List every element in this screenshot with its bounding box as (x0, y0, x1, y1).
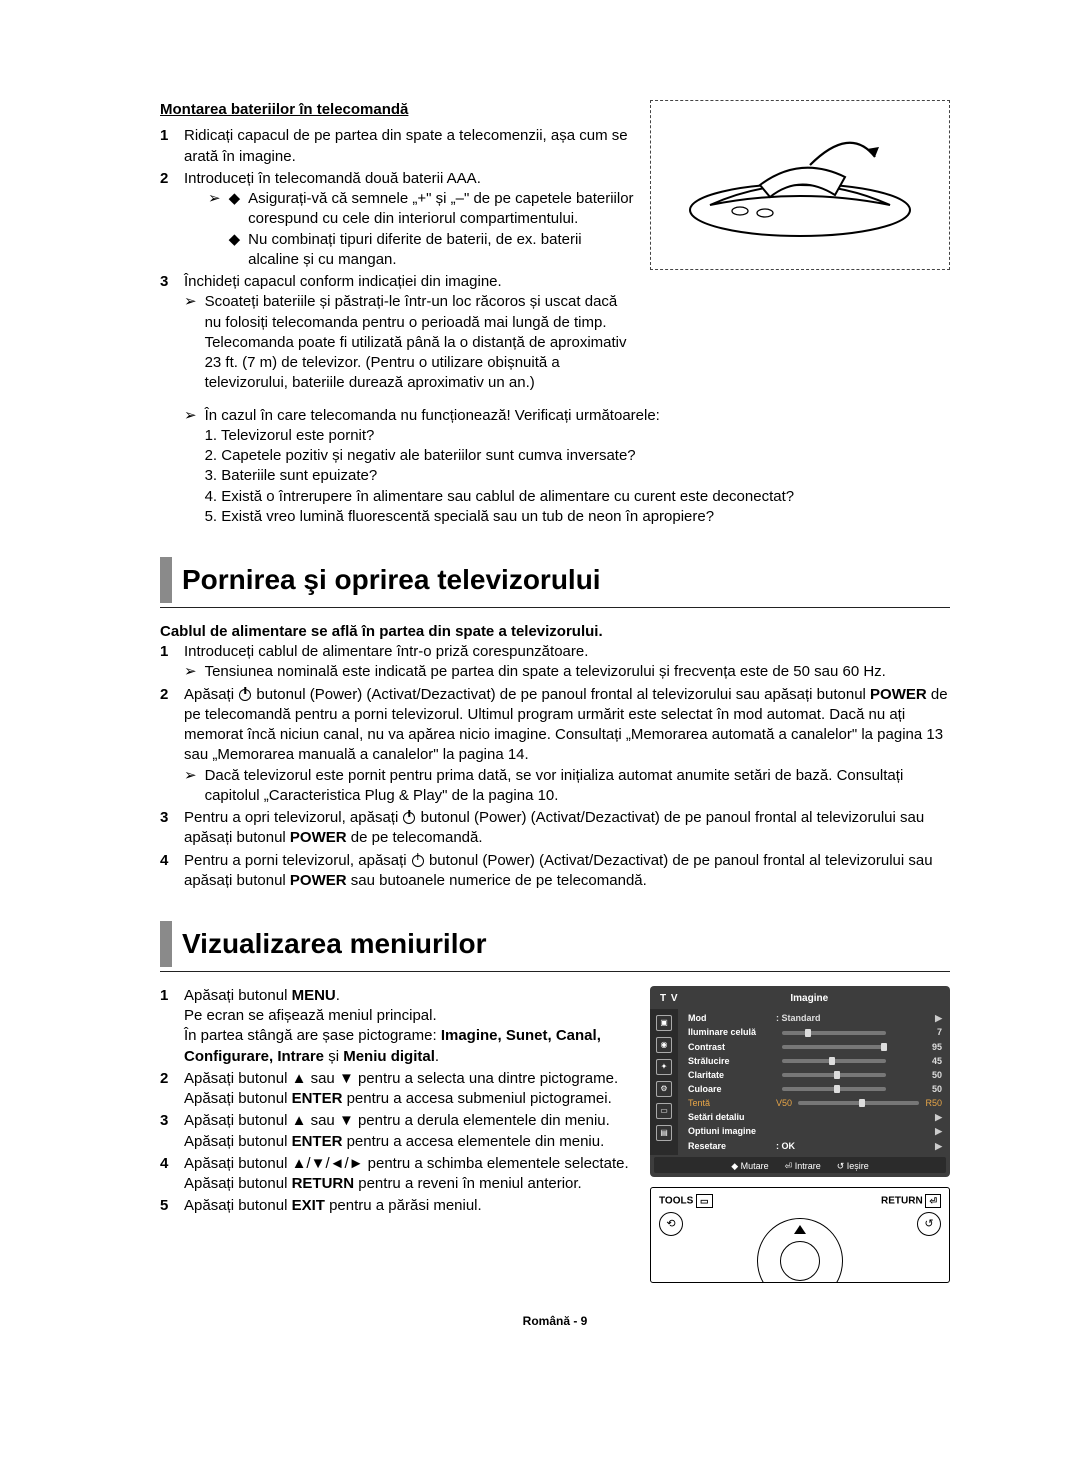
sound-icon: ◉ (656, 1037, 672, 1053)
picture-icon: ▣ (656, 1015, 672, 1031)
power-step-2: 2 Apăsați butonul (Power) (Activat/Dezac… (160, 685, 950, 807)
menus-step-5: 5 Apăsați butonul EXIT pentru a părăsi m… (160, 1196, 632, 1216)
power-lead: Cablul de alimentare se află în partea d… (160, 622, 950, 642)
menus-heading: Vizualizarea meniurilor (160, 921, 950, 967)
battery-step-1: 1 Ridicați capacul de pe partea din spat… (160, 126, 634, 167)
return-button: ↺ (917, 1212, 941, 1236)
digital-icon: ▤ (656, 1125, 672, 1141)
power-heading: Pornirea şi oprirea televizorului (160, 557, 950, 603)
battery-step-3-note: ➢Scoateți bateriile și păstrați-le într-… (184, 292, 634, 393)
power-icon (239, 689, 251, 701)
battery-step-2: 2 Introduceți în telecomandă două bateri… (160, 169, 634, 270)
troubleshoot-lead: ➢ În cazul în care telecomanda nu funcți… (160, 406, 950, 528)
battery-step-3: 3 Închideți capacul conform indicației d… (160, 272, 634, 394)
power-icon (412, 855, 424, 867)
page-footer: Română - 9 (160, 1313, 950, 1329)
remote-illustration (670, 115, 930, 255)
menus-step-1: 1 Apăsați butonul MENU. Pe ecran se afiș… (160, 986, 632, 1067)
power-step-3: 3 Pentru a opri televizorul, apăsați but… (160, 808, 950, 849)
tv-osd-menu: T V Imagine ▣ ◉ ✦ ⚙ ▭ ▤ Mod: Standard▶ I… (650, 986, 950, 1177)
remote-dpad-figure: TOOLS ▭ RETURN ⏎ ⟲ ↺ (650, 1187, 950, 1283)
osd-sidebar: ▣ ◉ ✦ ⚙ ▭ ▤ (650, 1009, 678, 1154)
menus-step-3: 3 Apăsați butonul ▲ sau ▼ pentru a derul… (160, 1111, 632, 1152)
input-icon: ▭ (656, 1103, 672, 1119)
tools-button: ⟲ (659, 1212, 683, 1236)
menus-step-4: 4 Apăsați butonul ▲/▼/◄/► pentru a schim… (160, 1154, 632, 1195)
setup-icon: ⚙ (656, 1081, 672, 1097)
power-icon (403, 812, 415, 824)
battery-step-2-note: ➢ ◆Asigurați-vă că semnele „+" și „–" de… (184, 189, 634, 270)
channel-icon: ✦ (656, 1059, 672, 1075)
menus-step-2: 2 Apăsați butonul ▲ sau ▼ pentru a selec… (160, 1069, 632, 1110)
remote-battery-figure (650, 100, 950, 270)
dpad (757, 1218, 843, 1283)
power-step-4: 4 Pentru a porni televizorul, apăsați bu… (160, 851, 950, 892)
power-step-1: 1 Introduceți cablul de alimentare într-… (160, 642, 950, 683)
